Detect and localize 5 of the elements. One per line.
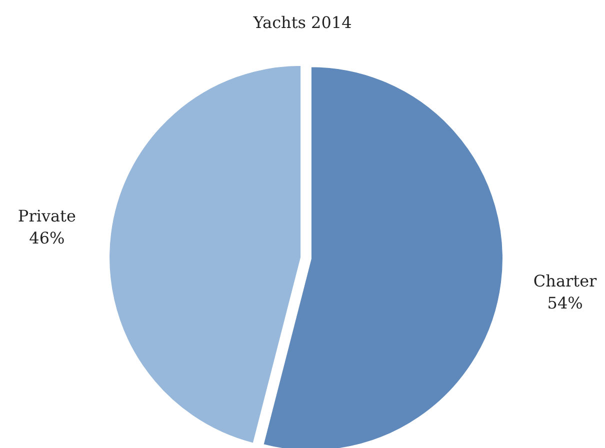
- slice-label: Private: [18, 206, 76, 226]
- data-label: 46%: [29, 228, 65, 248]
- chart-title: Yachts 2014: [252, 13, 352, 32]
- slice-label: Charter: [533, 272, 598, 291]
- data-label: 54%: [547, 294, 583, 313]
